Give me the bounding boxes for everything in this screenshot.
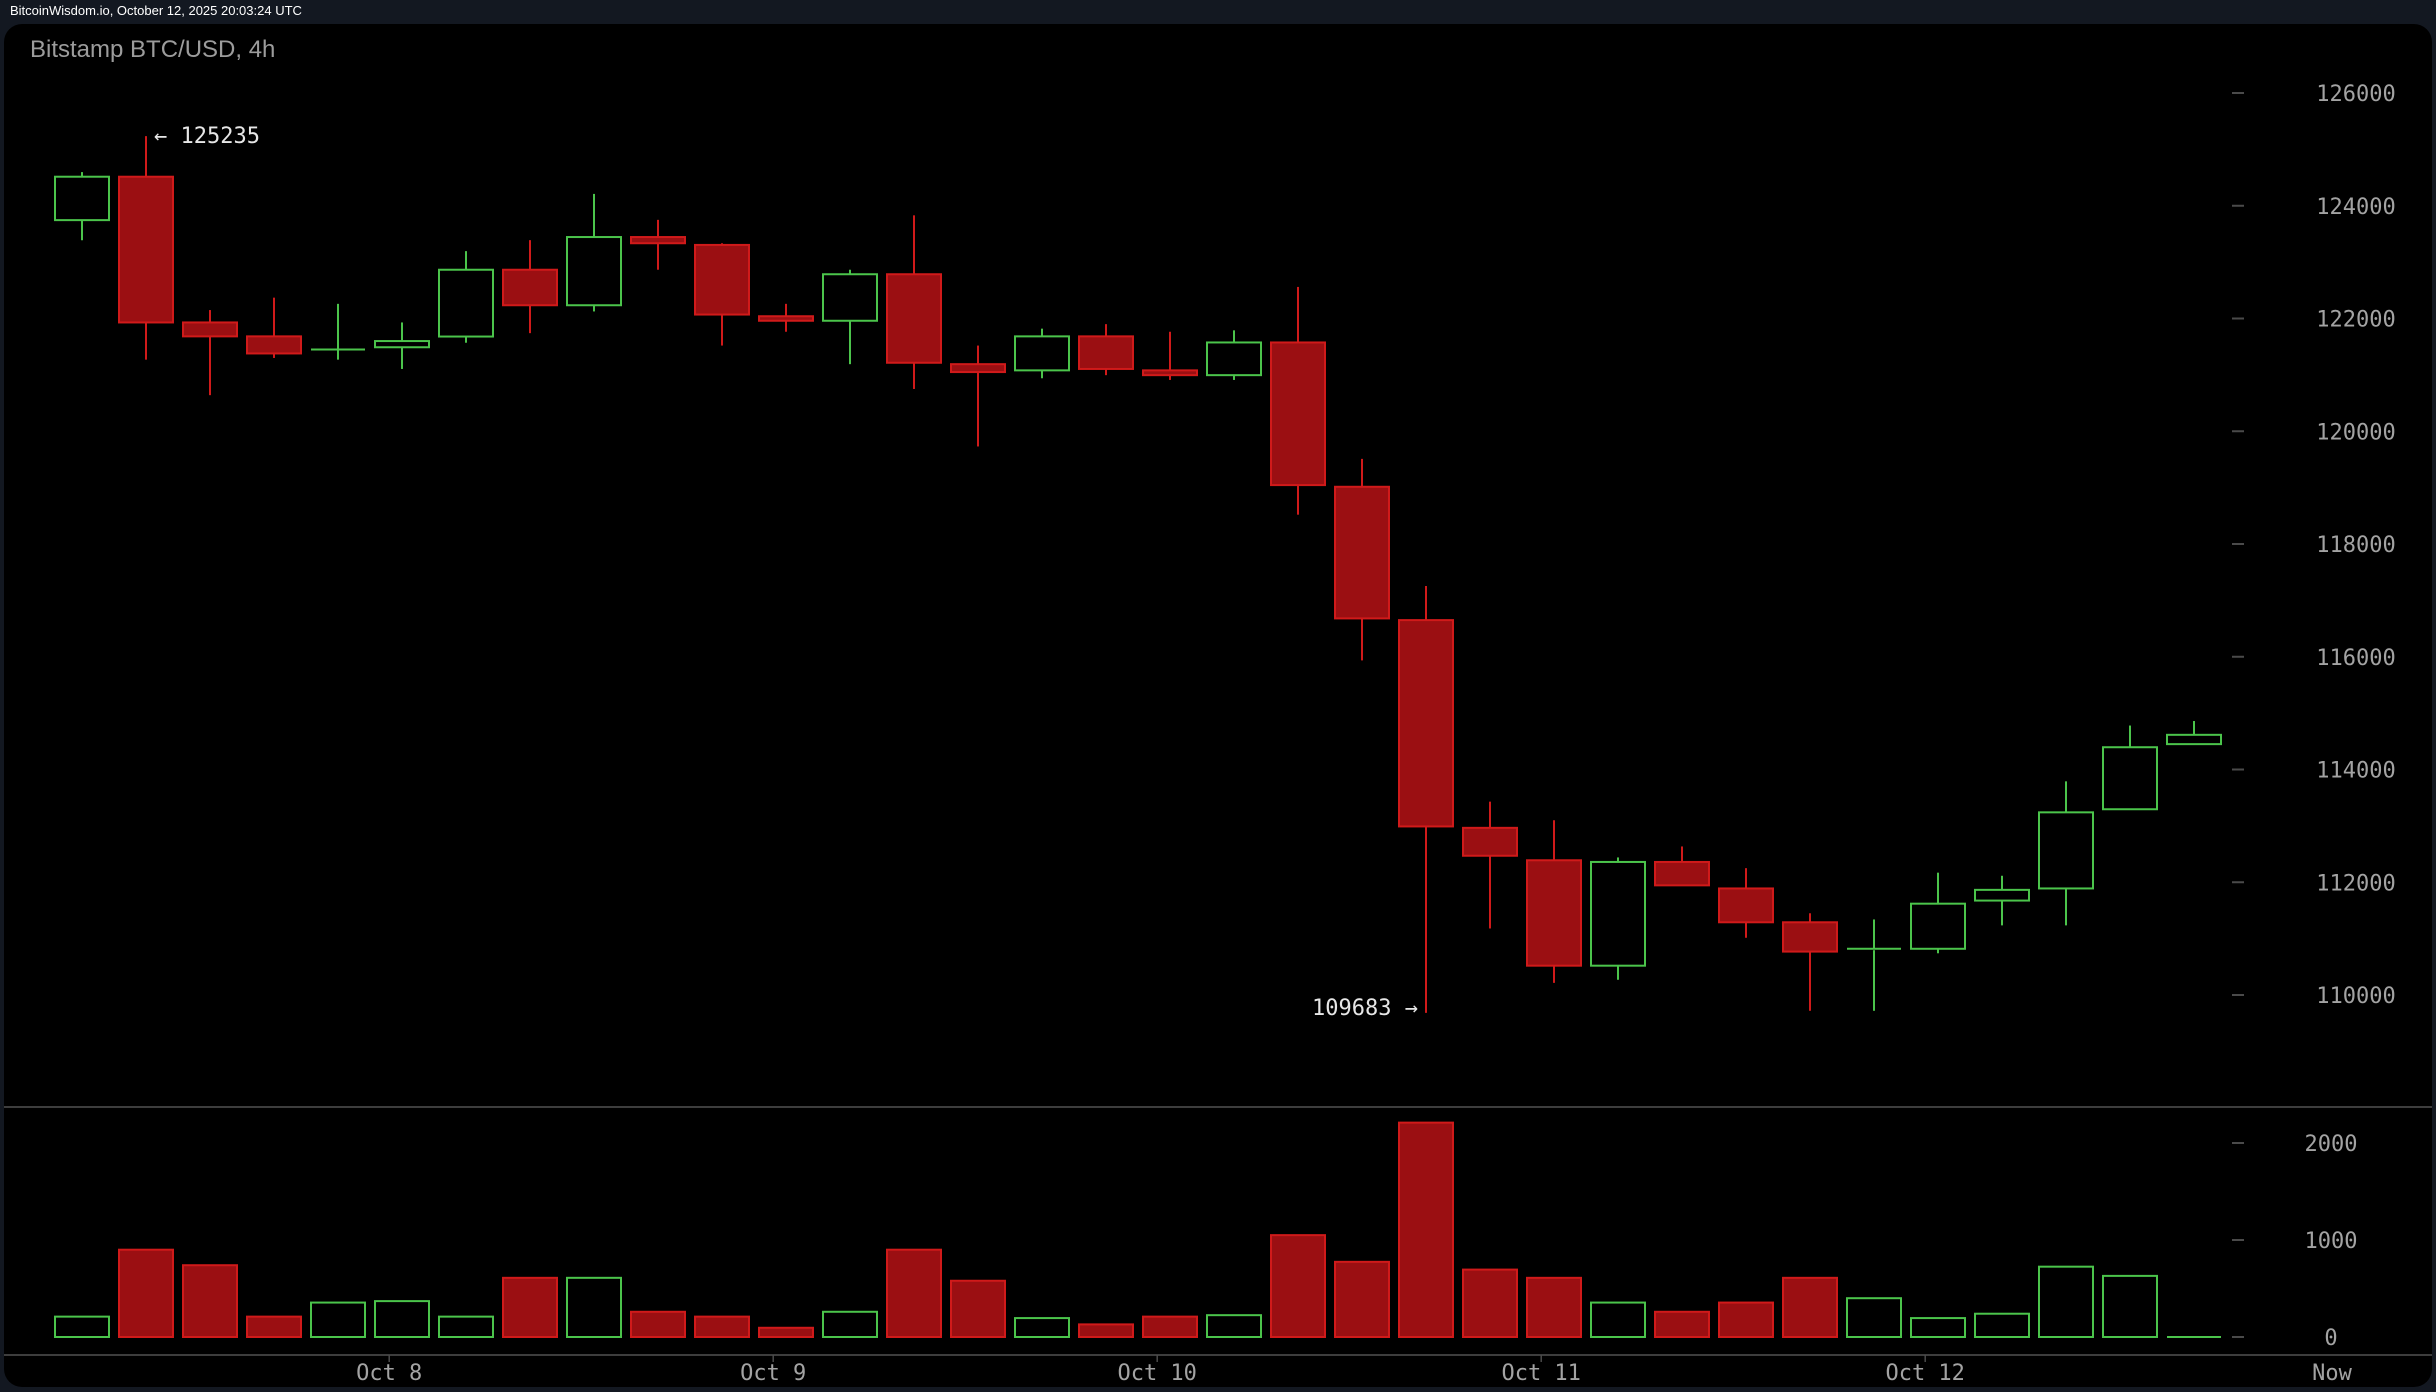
volume-bar — [950, 1279, 1006, 1338]
volume-bar — [502, 1276, 558, 1338]
candle-body — [182, 321, 238, 338]
volume-bar — [1206, 1314, 1262, 1339]
volume-bar — [2038, 1265, 2094, 1339]
volume-bar — [182, 1264, 238, 1338]
price-tick-label: 112000 — [2316, 871, 2395, 896]
candle-body — [374, 340, 430, 349]
volume-bar — [1078, 1323, 1134, 1339]
volume-bar — [1462, 1268, 1518, 1338]
high-annotation: ← 125235 — [154, 124, 260, 149]
volume-bar — [758, 1326, 814, 1339]
volume-bar — [310, 1301, 366, 1338]
candle-body — [1206, 341, 1262, 377]
candle-body — [1398, 619, 1454, 828]
candle-body — [758, 315, 814, 322]
volume-bar — [118, 1248, 174, 1338]
source-timestamp: BitcoinWisdom.io, October 12, 2025 20:03… — [10, 3, 302, 18]
price-tick-label: 116000 — [2316, 646, 2395, 671]
volume-bar — [1846, 1297, 1902, 1338]
volume-bar — [1334, 1260, 1390, 1338]
candle-body — [1974, 888, 2030, 902]
candle-body — [1590, 860, 1646, 967]
volume-bar — [1974, 1312, 2030, 1338]
price-tick-label: 124000 — [2316, 195, 2395, 220]
volume-bar — [438, 1315, 494, 1339]
candle-body — [118, 175, 174, 324]
volume-bar — [566, 1276, 622, 1338]
price-tick-label: 114000 — [2316, 759, 2395, 784]
volume-bar — [1782, 1276, 1838, 1338]
x-tick-label: Oct 8 — [356, 1361, 422, 1386]
candle-body — [1462, 826, 1518, 857]
candle-body — [1270, 341, 1326, 487]
chart-title: Bitstamp BTC/USD, 4h — [30, 36, 276, 63]
volume-bar — [1398, 1121, 1454, 1338]
volume-bar — [1590, 1301, 1646, 1338]
volume-tick-label: 1000 — [2305, 1229, 2358, 1254]
low-annotation: 109683 → — [1312, 996, 1418, 1021]
x-tick-label: Oct 12 — [1885, 1361, 1964, 1386]
volume-tick-label: 0 — [2324, 1326, 2337, 1351]
candle-body — [1718, 887, 1774, 924]
candle-body — [54, 175, 110, 222]
candle-body — [1078, 335, 1134, 370]
candle-body — [2166, 733, 2222, 746]
candle-body — [694, 243, 750, 316]
candle-body — [1526, 859, 1582, 967]
volume-bar — [1654, 1310, 1710, 1339]
x-tick-label: Oct 9 — [740, 1361, 806, 1386]
volume-bar — [2102, 1274, 2158, 1339]
volume-bar — [374, 1300, 430, 1338]
candle-body — [2102, 746, 2158, 811]
candle-body — [1334, 485, 1390, 620]
x-tick-label: Oct 10 — [1117, 1361, 1196, 1386]
volume-bar — [694, 1315, 750, 1339]
candle-body — [438, 268, 494, 338]
price-tick-label: 118000 — [2316, 533, 2395, 558]
volume-bar — [630, 1310, 686, 1339]
price-tick-label: 126000 — [2316, 82, 2395, 107]
x-tick-label: Now — [2312, 1361, 2352, 1386]
price-tick-label: 122000 — [2316, 308, 2395, 333]
volume-bar — [1526, 1276, 1582, 1338]
candle-body — [1782, 921, 1838, 953]
volume-bar — [54, 1315, 110, 1339]
candle-body — [2038, 811, 2094, 890]
volume-bar — [246, 1315, 302, 1339]
chart-panel: Bitstamp BTC/USD, 4h 110000 112000 114000 1… — [4, 24, 2432, 1387]
price-tick-label: 120000 — [2316, 420, 2395, 445]
candle-body — [950, 363, 1006, 374]
price-tick-label: 110000 — [2316, 984, 2395, 1009]
candle-body — [822, 273, 878, 322]
candle-body — [1910, 902, 1966, 950]
candle-body — [1142, 369, 1198, 377]
candle-body — [1014, 335, 1070, 372]
candle-body — [502, 268, 558, 307]
candle-body — [246, 335, 302, 355]
volume-tick-label: 2000 — [2305, 1132, 2358, 1157]
candle-body — [566, 236, 622, 307]
candlestick-chart: 110000 112000 114000 116000 118000 120000 1220… — [4, 82, 2432, 1386]
volume-bar — [1910, 1317, 1966, 1338]
volume-bar — [822, 1310, 878, 1339]
volume-bar — [1270, 1234, 1326, 1339]
volume-bar — [1142, 1315, 1198, 1339]
candle-body — [630, 236, 686, 245]
volume-bar — [1014, 1317, 1070, 1338]
candle-body — [886, 273, 942, 364]
volume-bar — [886, 1248, 942, 1338]
candle-body — [1654, 860, 1710, 887]
x-tick-label: Oct 11 — [1501, 1361, 1580, 1386]
volume-bar — [1718, 1301, 1774, 1338]
